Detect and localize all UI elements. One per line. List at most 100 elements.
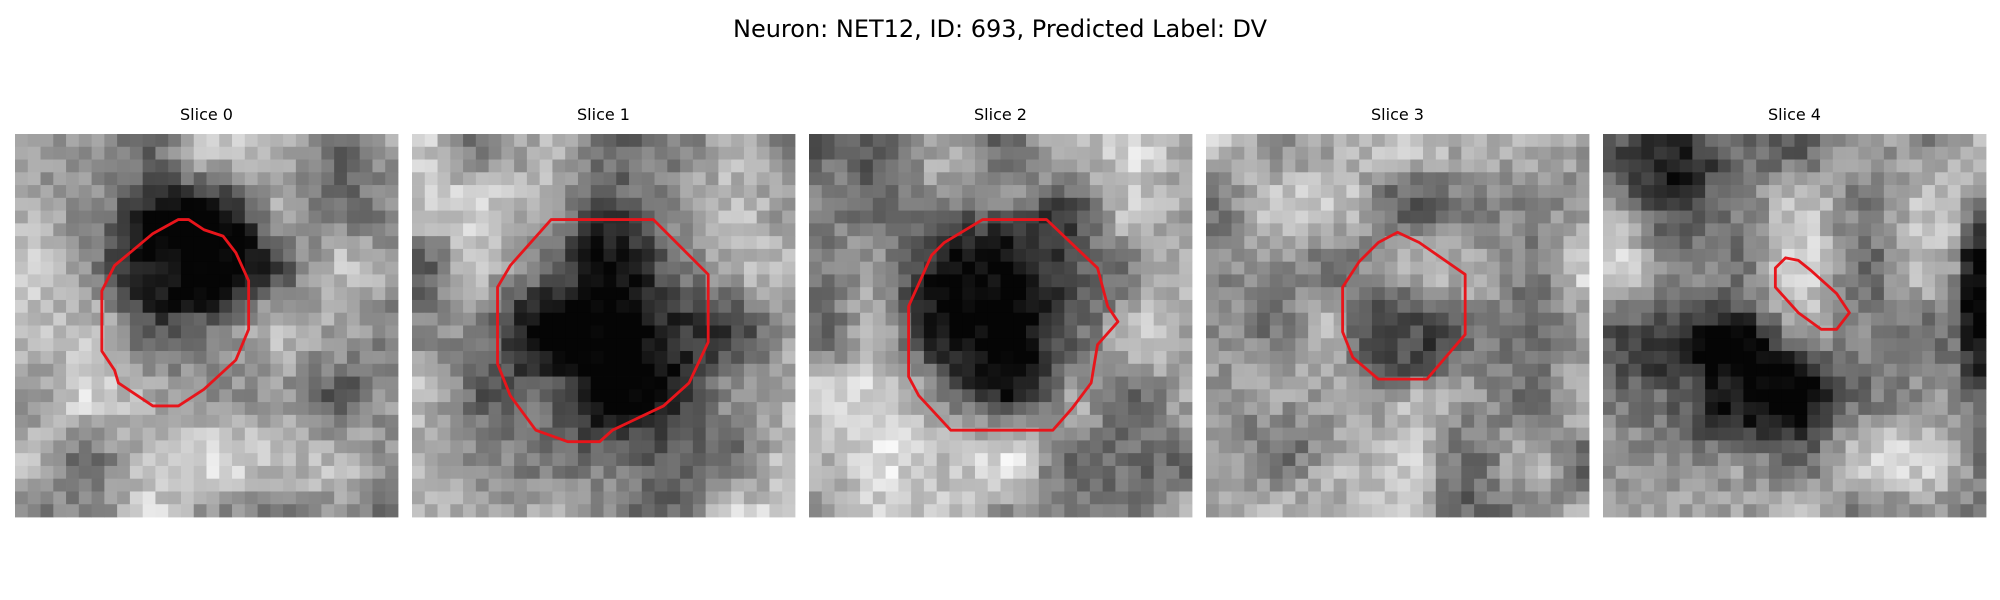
pixel (1960, 236, 1974, 250)
pixel (1922, 453, 1936, 467)
pixel (782, 465, 796, 480)
pixel (756, 287, 770, 301)
pixel (1845, 491, 1859, 505)
pixel (1654, 210, 1668, 224)
pixel (552, 261, 566, 275)
pixel (1026, 223, 1040, 237)
pixel (1257, 491, 1271, 505)
pixel (219, 389, 233, 403)
pixel (295, 338, 310, 352)
pixel (257, 172, 271, 186)
pixel (1333, 338, 1347, 352)
pixel (1102, 261, 1116, 275)
pixel (514, 363, 528, 377)
pixel (1371, 287, 1386, 301)
pixel (539, 134, 553, 148)
slice-image (412, 134, 796, 518)
pixel (475, 376, 489, 390)
pixel (219, 274, 233, 288)
pixel (590, 351, 604, 365)
pixel (1512, 210, 1526, 224)
pixel (117, 312, 131, 326)
pixel (616, 389, 630, 403)
pixel (1512, 172, 1526, 186)
pixel (987, 312, 1001, 326)
pixel (1064, 134, 1078, 148)
pixel (1423, 504, 1437, 518)
pixel (756, 210, 770, 224)
pixel (1615, 210, 1629, 224)
pixel (1077, 491, 1091, 505)
pixel (743, 338, 758, 352)
pixel (1781, 274, 1795, 288)
pixel (1820, 440, 1834, 454)
pixel (590, 146, 604, 160)
pixel (590, 134, 604, 148)
pixel (629, 440, 643, 454)
pixel (475, 453, 489, 467)
pixel (475, 427, 489, 441)
pixel (1845, 287, 1859, 301)
pixel (1641, 223, 1655, 237)
pixel (66, 210, 80, 224)
pixel (1064, 248, 1078, 263)
pixel (756, 197, 770, 211)
pixel (334, 351, 348, 365)
pixel (1871, 146, 1885, 160)
pixel (1576, 338, 1590, 352)
pixel (321, 223, 335, 237)
pixel (1486, 414, 1501, 429)
pixel (743, 312, 758, 326)
pixel (1064, 312, 1078, 326)
pixel (1486, 146, 1501, 160)
pixel (1666, 146, 1680, 160)
pixel (321, 299, 335, 314)
pixel (1666, 312, 1680, 326)
pixel (1730, 453, 1744, 467)
pixel (27, 402, 41, 416)
pixel (219, 491, 233, 505)
pixel (974, 261, 989, 275)
pixel (1845, 172, 1859, 186)
pixel (718, 159, 732, 173)
pixel (1140, 402, 1155, 416)
pixel (372, 427, 386, 441)
pixel (475, 491, 489, 505)
pixel (372, 134, 386, 148)
pixel (91, 440, 105, 454)
pixel (962, 210, 976, 224)
pixel (257, 236, 271, 250)
pixel (1013, 185, 1027, 199)
pixel (667, 223, 681, 237)
pixel (1883, 414, 1898, 429)
pixel (962, 287, 976, 301)
pixel (1858, 210, 1872, 224)
pixel (1730, 427, 1744, 441)
pixel (936, 134, 950, 148)
pixel (590, 465, 604, 480)
pixel (1883, 376, 1898, 390)
pixel (1128, 325, 1142, 339)
pixel (321, 478, 335, 492)
pixel (66, 248, 80, 263)
pixel (1512, 440, 1526, 454)
pixel (1705, 274, 1719, 288)
pixel (1794, 440, 1808, 454)
pixel (782, 414, 796, 429)
pixel (450, 261, 464, 275)
pixel (1960, 402, 1974, 416)
pixel (1960, 210, 1974, 224)
pixel (949, 465, 963, 480)
pixel (603, 440, 617, 454)
pixel (1845, 478, 1859, 492)
pixel (590, 376, 604, 390)
pixel (1179, 465, 1193, 480)
pixel (1896, 299, 1910, 314)
pixel (1781, 453, 1795, 467)
pixel (257, 159, 271, 173)
pixel (308, 351, 322, 365)
pixel (501, 312, 515, 326)
pixel (283, 172, 297, 186)
pixel (1563, 325, 1577, 339)
pixel (1089, 287, 1104, 301)
